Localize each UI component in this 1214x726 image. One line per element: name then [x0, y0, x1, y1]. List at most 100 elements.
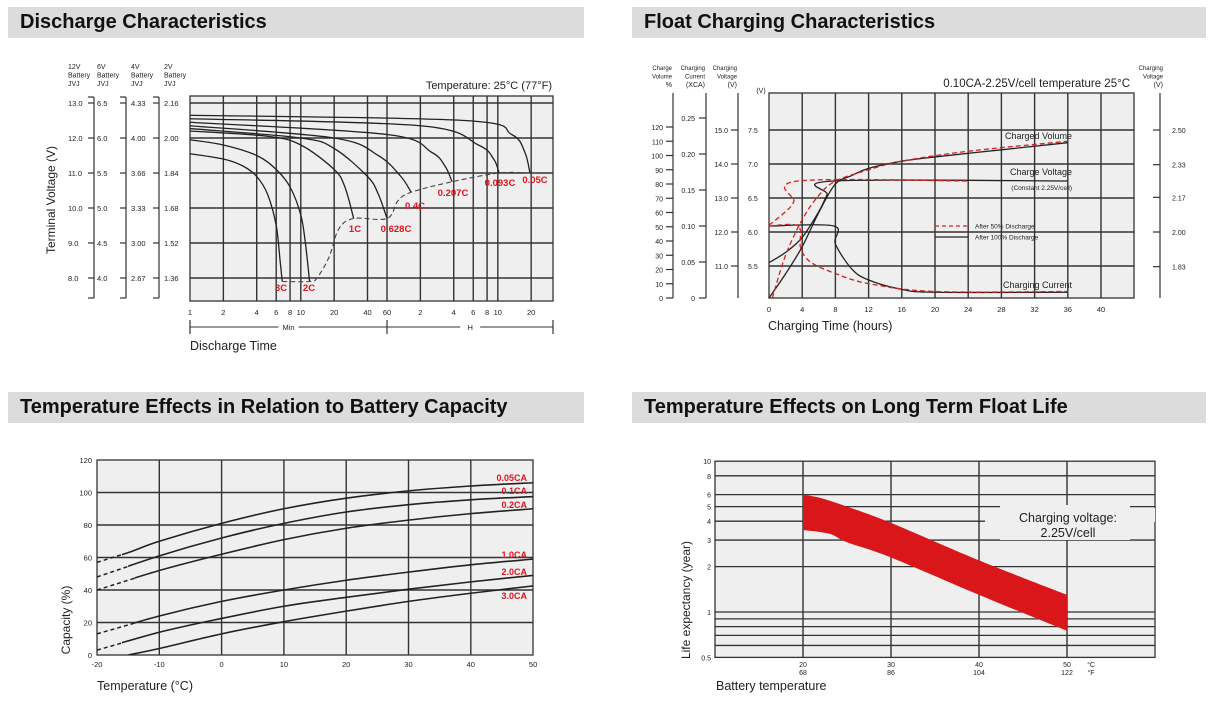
current-tick-label: 0.20: [681, 152, 695, 159]
voltage-scale-tick-label: 1.84: [164, 169, 179, 178]
volume-tick-label: 10: [655, 282, 663, 289]
voltage-6v-axis-header: (V): [756, 88, 765, 95]
voltage-cell-axis-header: Charging: [1139, 66, 1163, 72]
voltage-scale-tick-label: 3.33: [131, 204, 146, 213]
voltage-scale-tick-label: 6.0: [97, 134, 107, 143]
capacity-series-label: 0.1CA: [501, 486, 527, 496]
life-y-tick-label: 2: [707, 565, 711, 572]
voltage-12v-tick-label: 11.0: [715, 264, 728, 271]
voltage-scale-tick-label: 1.36: [164, 274, 179, 283]
capacity-x-tick-label: -10: [154, 660, 165, 669]
current-tick-label: 0: [691, 296, 695, 303]
voltage-6v-tick-label: 6.0: [748, 230, 758, 237]
discharge-x-tick-label: 6: [471, 308, 475, 317]
discharge-x-tick-label: 4: [452, 308, 456, 317]
float-curve-current: [768, 223, 1068, 293]
discharge-curve-0.05C: [189, 114, 531, 174]
voltage-scale-header: 12V: [68, 64, 81, 71]
voltage-scale-tick-label: 5.5: [97, 169, 107, 178]
float-curve-label: Charged Volume: [1005, 131, 1072, 141]
volume-axis-header: Volume: [652, 75, 673, 81]
float-x-tick-label: 36: [1064, 305, 1072, 314]
voltage-scale-header: Battery: [131, 73, 154, 80]
capacity-y-tick-label: 60: [84, 554, 92, 563]
discharge-curve-0.207C: [189, 121, 453, 183]
discharge-series-label: 2C: [303, 283, 315, 294]
discharge-x-tick-label: 20: [330, 308, 338, 317]
volume-tick-label: 40: [655, 239, 663, 246]
voltage-cell-tick-label: 2.50: [1172, 128, 1186, 135]
current-axis-header: Current: [685, 75, 705, 81]
life-y-tick-label: 5: [707, 505, 711, 512]
float-curve-voltage: [768, 178, 969, 226]
capacity-curve-dashed-0.1CA: [96, 565, 129, 578]
life-x-unit-celsius: °C: [1087, 661, 1095, 669]
voltage-scale-tick-label: 2.67: [131, 274, 146, 283]
range-label-bg: [460, 322, 481, 332]
float-x-tick-label: 20: [931, 305, 939, 314]
discharge-x-tick-label: 8: [485, 308, 489, 317]
current-axis-header: Charging: [681, 66, 705, 72]
capacity-x-tick-label: 30: [404, 660, 412, 669]
discharge-x-tick-label: 2: [418, 308, 422, 317]
capacity-y-axis-label: Capacity (%): [59, 586, 73, 655]
life-x-tick-celsius: 30: [887, 662, 895, 669]
float-x-tick-label: 24: [964, 305, 972, 314]
discharge-range-label: H: [467, 323, 472, 332]
voltage-cell-tick-label: 2.33: [1172, 163, 1186, 170]
capacity-temperature-header: Temperature Effects in Relation to Batte…: [8, 392, 584, 423]
voltage-scale-tick-label: 6.5: [97, 99, 107, 108]
voltage-scale-tick-label: 4.0: [97, 274, 107, 283]
capacity-curve-2.0CA: [121, 574, 533, 644]
voltage-scale-tick-label: 1.68: [164, 204, 179, 213]
current-tick-label: 0.25: [681, 116, 695, 123]
life-expectancy-band: [803, 494, 1067, 631]
float-curve-label: Charging Current: [1003, 280, 1073, 290]
capacity-x-tick-label: 40: [467, 660, 475, 669]
voltage-scale-tick-label: 4.5: [97, 239, 107, 248]
discharge-curve-0.628C: [189, 127, 388, 219]
capacity-y-tick-label: 80: [84, 521, 92, 530]
volume-tick-label: 90: [655, 168, 663, 175]
discharge-series-label: 0.05C: [522, 175, 547, 186]
volume-axis-header: %: [666, 82, 672, 89]
life-y-tick-label: 3: [707, 538, 711, 545]
discharge-x-tick-label: 1: [188, 308, 192, 317]
capacity-curve-0.1CA: [128, 495, 533, 568]
discharge-series-label: 0.628C: [381, 224, 412, 235]
voltage-scale-tick-label: 2.16: [164, 99, 179, 108]
discharge-x-tick-label: 8: [288, 308, 292, 317]
voltage-12v-tick-label: 13.0: [714, 196, 728, 203]
capacity-y-tick-label: 40: [84, 586, 92, 595]
voltage-scale-tick-label: 1.52: [164, 239, 179, 248]
float-x-tick-label: 32: [1030, 305, 1038, 314]
float-curve-label: Charge Voltage: [1010, 167, 1072, 177]
float-x-tick-label: 28: [997, 305, 1005, 314]
volume-tick-label: 70: [655, 196, 663, 203]
capacity-series-label: 0.2CA: [501, 500, 527, 510]
discharge-x-tick-label: 20: [527, 308, 535, 317]
voltage-12v-axis-header: Charging: [713, 66, 737, 72]
discharge-series-label: 1C: [349, 224, 361, 235]
volume-tick-label: 80: [655, 182, 663, 189]
voltage-6v-tick-label: 5.5: [748, 264, 758, 271]
voltage-scale-tick-label: 3.00: [131, 239, 146, 248]
discharge-end-voltage-line: [282, 171, 530, 283]
capacity-x-tick-label: 0: [220, 660, 224, 669]
life-x-tick-fahrenheit: 122: [1061, 670, 1073, 677]
range-label-bg: [278, 322, 299, 332]
voltage-scale-tick-label: 9.0: [68, 239, 78, 248]
life-x-tick-fahrenheit: 68: [799, 670, 807, 677]
voltage-scale-tick-label: 8.0: [68, 274, 78, 283]
capacity-y-tick-label: 20: [84, 619, 92, 628]
life-x-tick-celsius: 20: [799, 662, 807, 669]
capacity-x-tick-label: 10: [280, 660, 288, 669]
voltage-scale-header: JVJ: [97, 81, 109, 88]
float-curve-note: (Constant 2.25V/cell): [1011, 185, 1072, 192]
float-charging-header: Float Charging Characteristics: [632, 7, 1206, 38]
voltage-6v-tick-label: 7.0: [748, 162, 758, 169]
discharge-curve-2C: [189, 139, 311, 282]
discharge-series-label: 0.093C: [485, 178, 516, 189]
voltage-cell-tick-label: 1.83: [1172, 265, 1186, 272]
